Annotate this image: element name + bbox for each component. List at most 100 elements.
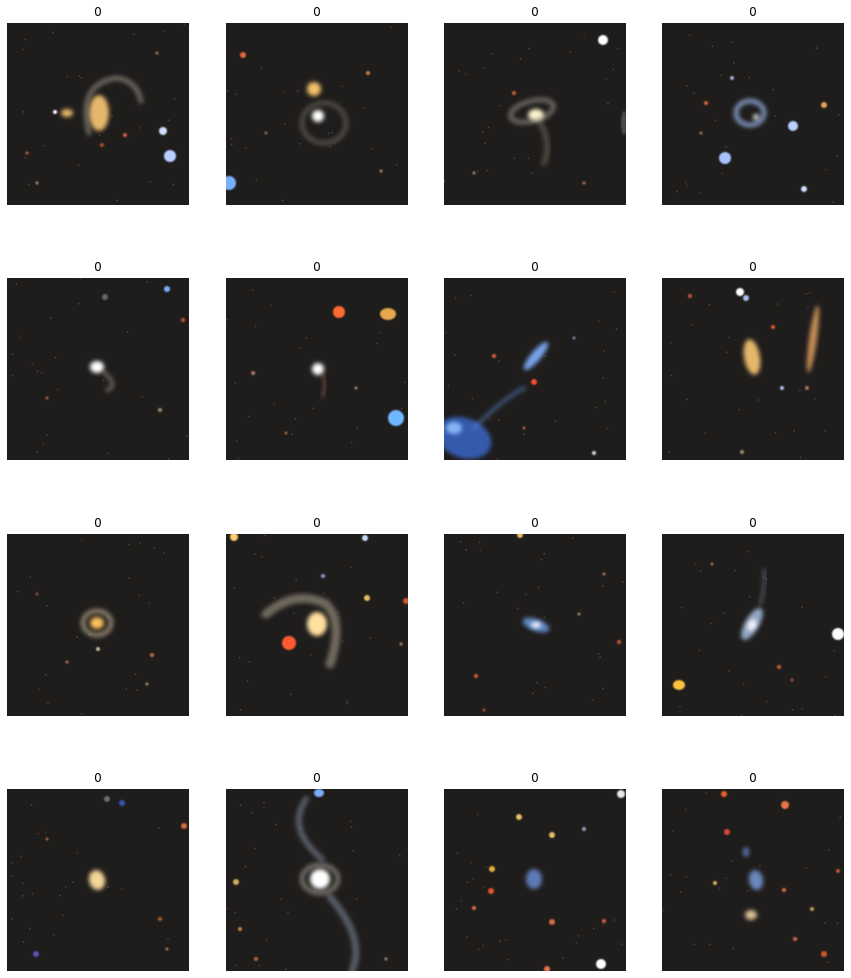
background-star (537, 586, 540, 588)
background-star (346, 702, 349, 705)
background-star (66, 76, 68, 78)
background-star (733, 61, 735, 64)
star (730, 76, 734, 80)
background-star (128, 543, 130, 546)
galaxy-core (531, 622, 541, 628)
star (488, 888, 494, 894)
background-star (686, 184, 688, 187)
star (549, 919, 555, 925)
background-star (711, 45, 714, 47)
background-star (139, 127, 141, 129)
background-star (15, 282, 18, 285)
background-star (544, 686, 547, 689)
background-star (597, 653, 600, 655)
background-star (399, 854, 401, 857)
galaxy-image (662, 789, 844, 971)
star (710, 562, 714, 566)
background-star (595, 406, 598, 409)
background-star (294, 417, 297, 420)
background-star (52, 31, 54, 34)
background-star (289, 693, 292, 696)
panel-label: 0 (531, 260, 539, 274)
star (782, 888, 786, 892)
background-star (98, 134, 101, 137)
background-star (235, 93, 237, 96)
panel-label: 0 (313, 5, 321, 19)
star (403, 598, 408, 604)
background-star (693, 92, 695, 94)
background-star (606, 427, 609, 430)
background-star (805, 292, 808, 295)
background-star (809, 291, 811, 294)
background-star (498, 105, 501, 107)
star (164, 150, 176, 162)
star (165, 947, 169, 951)
background-star (499, 940, 501, 942)
star (53, 110, 57, 114)
background-star (723, 612, 726, 615)
background-star (828, 849, 830, 851)
background-star (569, 51, 571, 54)
background-star (516, 607, 519, 610)
background-star (352, 849, 354, 852)
galaxy-image (662, 278, 844, 460)
star (145, 682, 149, 686)
galaxy-image (226, 789, 408, 971)
star (35, 592, 39, 596)
background-star (299, 143, 301, 145)
background-star (167, 119, 170, 121)
background-star (602, 923, 604, 925)
star (517, 534, 523, 538)
background-star (183, 23, 185, 26)
star (158, 917, 162, 921)
background-star (111, 115, 113, 117)
background-star (531, 172, 534, 175)
background-star (718, 887, 721, 889)
background-star (148, 602, 150, 604)
background-star (496, 591, 499, 593)
background-star (466, 881, 469, 884)
background-star (62, 914, 64, 917)
tidal-tail (102, 370, 115, 392)
star (181, 823, 187, 829)
galaxy-image (226, 23, 408, 205)
star (531, 379, 537, 385)
galaxy-image (662, 534, 844, 716)
background-star (799, 389, 801, 391)
background-star (689, 34, 691, 36)
star (582, 827, 586, 831)
background-star (746, 889, 749, 892)
background-star (230, 143, 233, 146)
background-star (603, 350, 605, 352)
background-star (167, 938, 169, 940)
background-star (46, 434, 48, 436)
galaxy-core (89, 95, 109, 131)
star (617, 640, 621, 644)
background-star (747, 550, 749, 553)
background-star (273, 403, 275, 405)
galaxy-image (444, 23, 626, 205)
background-star (462, 602, 465, 604)
background-star (235, 440, 238, 442)
panel-label: 0 (94, 260, 102, 274)
background-star (120, 888, 123, 890)
background-star (22, 48, 24, 51)
star (801, 186, 807, 192)
galaxy-core (748, 870, 764, 890)
galaxy-image (662, 23, 844, 205)
panel-label: 0 (531, 5, 539, 19)
star (238, 927, 242, 931)
background-star (29, 927, 31, 930)
background-star (532, 692, 534, 695)
star (321, 574, 325, 578)
background-star (528, 47, 531, 50)
galaxy-core (312, 363, 324, 375)
background-star (42, 442, 45, 445)
star (788, 121, 798, 131)
background-star (481, 131, 484, 134)
background-star (681, 606, 683, 609)
star (25, 151, 29, 155)
panel-label: 0 (313, 516, 321, 530)
star (719, 152, 731, 164)
star (104, 796, 110, 802)
